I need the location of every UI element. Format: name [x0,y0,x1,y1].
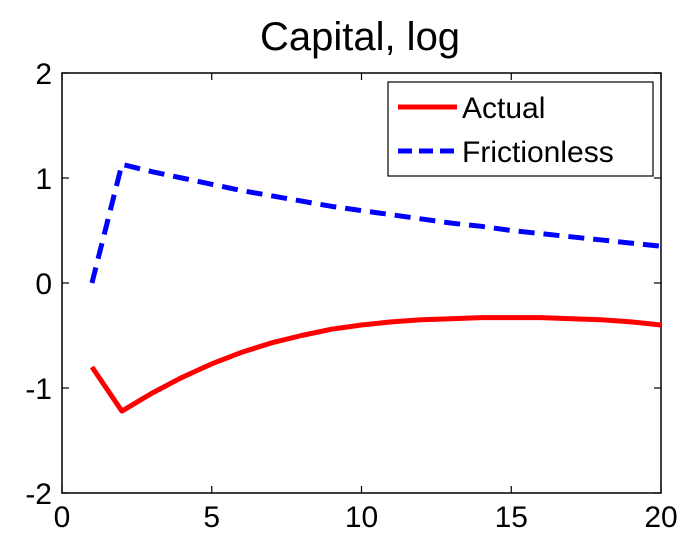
legend-label-actual: Actual [462,92,545,125]
tick-group: 0 5 10 15 20 -2 -1 0 1 2 [25,58,677,534]
legend-box [387,81,654,177]
series-line-frictionless [89,161,662,284]
chart-title: Capital, log [260,15,460,59]
y-tick-label: 2 [35,58,52,91]
y-tick-label: -2 [25,478,52,511]
y-tick-label: 0 [35,268,52,301]
series-group [89,161,662,414]
x-tick-label: 0 [54,501,71,534]
x-tick-label: 5 [203,501,220,534]
legend-label-frictionless: Frictionless [462,136,614,169]
y-tick-label: 1 [35,163,52,196]
legend: Actual Frictionless [387,81,654,177]
x-tick-label: 15 [495,501,528,534]
x-tick-label: 10 [345,501,378,534]
x-tick-label: 20 [644,501,677,534]
y-tick-label: -1 [25,373,52,406]
series-line-actual [89,315,662,414]
